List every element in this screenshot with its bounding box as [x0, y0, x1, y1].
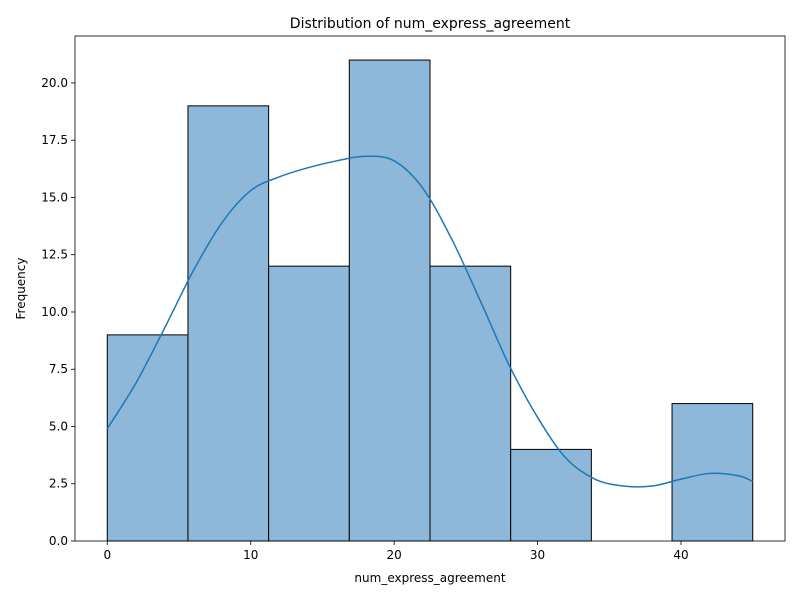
- y-tick-label: 20.0: [41, 76, 68, 90]
- y-tick-label: 12.5: [41, 248, 68, 262]
- kde-curve: [106, 155, 754, 488]
- y-tick-label: 17.5: [41, 133, 68, 147]
- y-tick-label: 15.0: [41, 190, 68, 204]
- histogram-bar: [106, 334, 189, 542]
- y-axis-label: Frequency: [14, 258, 28, 320]
- histogram-bars: [106, 59, 754, 542]
- y-tick-label: 0.0: [49, 534, 68, 548]
- x-tick-label: 20: [387, 548, 402, 562]
- histogram-bar: [429, 265, 512, 542]
- y-tick-label: 10.0: [41, 305, 68, 319]
- histogram-bar: [348, 59, 431, 542]
- histogram-bar: [268, 265, 350, 542]
- x-axis-ticks: 0 10 20 30 40: [103, 541, 689, 562]
- x-tick-label: 40: [673, 548, 688, 562]
- y-tick-label: 7.5: [49, 362, 68, 376]
- histogram-bar: [510, 448, 592, 542]
- y-axis-ticks: 0.0 2.5 5.0 7.5 10.0 12.5 15.0 17.5 20.0: [41, 76, 75, 548]
- chart-title: Distribution of num_express_agreement: [290, 16, 571, 32]
- x-tick-label: 0: [103, 548, 111, 562]
- y-tick-label: 5.0: [49, 419, 68, 433]
- x-axis-label: num_express_agreement: [354, 571, 505, 585]
- histogram-bar: [671, 403, 754, 542]
- x-tick-label: 10: [243, 548, 258, 562]
- histogram-bar: [187, 105, 270, 542]
- y-tick-label: 2.5: [49, 477, 68, 491]
- plot-area-frame: [74, 35, 786, 542]
- x-tick-label: 30: [530, 548, 545, 562]
